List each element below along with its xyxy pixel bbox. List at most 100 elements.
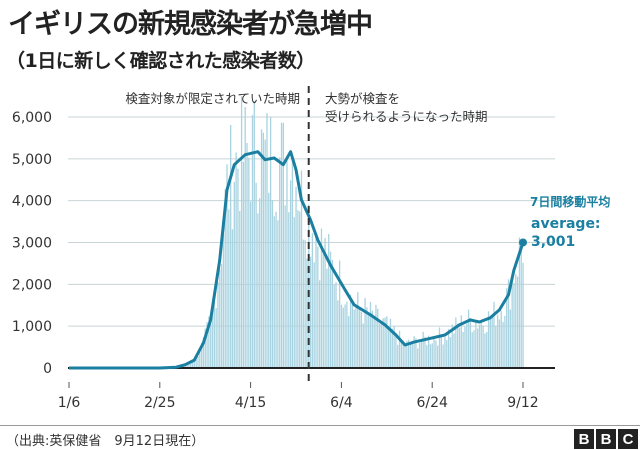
daily-bar	[397, 344, 399, 368]
daily-bar	[302, 239, 304, 368]
daily-bar	[371, 310, 373, 368]
daily-bar	[320, 228, 323, 368]
daily-bar	[366, 307, 368, 368]
daily-bar	[348, 316, 350, 368]
y-tick-label: 0	[43, 361, 52, 377]
daily-bar	[357, 292, 359, 368]
daily-bar	[455, 317, 457, 368]
daily-bar	[251, 115, 254, 368]
daily-bar	[260, 129, 263, 368]
daily-bar	[477, 328, 479, 368]
daily-bar	[306, 258, 308, 368]
daily-bar	[386, 316, 388, 368]
daily-bar	[369, 301, 372, 368]
daily-bar	[424, 336, 426, 368]
daily-bar	[224, 189, 226, 368]
daily-bar	[509, 309, 511, 368]
daily-bar	[289, 180, 292, 368]
daily-bar	[322, 254, 324, 368]
daily-bar	[435, 340, 437, 368]
daily-bar	[467, 309, 470, 368]
y-tick-label: 2,000	[12, 277, 52, 293]
daily-bar	[271, 200, 274, 368]
daily-bar	[269, 117, 272, 369]
daily-bar	[217, 282, 219, 368]
daily-bar	[230, 124, 232, 368]
moving-average-line	[69, 150, 525, 370]
daily-bar	[377, 308, 379, 368]
daily-bar	[382, 318, 384, 368]
daily-bar	[464, 326, 466, 368]
daily-bar	[444, 337, 446, 368]
daily-bar	[368, 313, 370, 368]
daily-bar	[300, 170, 303, 368]
daily-bar	[349, 294, 352, 368]
daily-bar	[188, 362, 190, 368]
daily-bar	[191, 361, 194, 368]
daily-bar	[513, 283, 515, 368]
daily-bar	[522, 262, 524, 368]
daily-bar	[493, 301, 495, 368]
daily-bar	[496, 314, 499, 368]
daily-bar	[333, 284, 335, 368]
daily-bar	[199, 352, 201, 368]
daily-bar	[373, 318, 375, 368]
daily-bar	[244, 106, 246, 369]
daily-bar	[391, 328, 393, 368]
daily-bar	[313, 262, 315, 368]
daily-bar	[277, 220, 279, 368]
daily-bar	[282, 122, 284, 368]
daily-bar	[446, 340, 448, 368]
daily-bar	[220, 263, 223, 368]
daily-bar	[355, 304, 357, 368]
daily-bar	[264, 139, 266, 368]
daily-bar	[471, 332, 473, 368]
x-tick-label: 6/24	[416, 395, 448, 411]
daily-bar	[210, 312, 212, 368]
daily-bar	[193, 361, 196, 368]
daily-bar	[516, 276, 519, 368]
daily-bar	[342, 307, 344, 368]
daily-bar	[504, 315, 506, 368]
daily-bar	[237, 168, 239, 368]
daily-bar	[420, 340, 423, 368]
daily-bar	[380, 322, 383, 368]
daily-bar	[329, 251, 332, 368]
daily-bar	[226, 164, 228, 368]
daily-bar	[491, 314, 493, 368]
daily-bar	[340, 304, 343, 368]
daily-bar	[337, 300, 339, 368]
daily-bar	[447, 329, 450, 368]
x-tick-label: 2/25	[144, 395, 175, 411]
daily-bar	[395, 336, 397, 368]
daily-bar	[279, 157, 281, 368]
daily-bar	[328, 234, 330, 368]
daily-bar	[362, 323, 364, 368]
daily-bar	[433, 336, 435, 368]
daily-bar	[400, 340, 403, 368]
daily-bar	[219, 269, 221, 368]
daily-bar	[495, 326, 497, 368]
x-tick-label: 1/6	[58, 395, 81, 411]
series-label: 7日間移動平均	[530, 194, 610, 209]
daily-bar	[324, 238, 326, 368]
daily-bar	[460, 315, 462, 368]
daily-bar	[326, 268, 328, 368]
daily-bar	[402, 340, 404, 368]
daily-bar	[398, 330, 401, 368]
daily-bar	[338, 260, 341, 368]
daily-bar	[360, 312, 363, 368]
daily-bar	[228, 209, 230, 368]
daily-bar	[200, 342, 203, 368]
daily-bar	[449, 337, 452, 368]
y-tick-label: 3,000	[12, 236, 52, 252]
daily-bar	[429, 344, 432, 368]
daily-bar	[487, 311, 490, 368]
daily-bar	[393, 326, 395, 368]
daily-bar	[473, 330, 475, 368]
daily-bar	[240, 96, 243, 368]
y-tick-label: 6,000	[12, 110, 52, 126]
daily-bar	[213, 293, 215, 368]
daily-bar	[489, 319, 492, 368]
daily-bar	[266, 113, 268, 368]
